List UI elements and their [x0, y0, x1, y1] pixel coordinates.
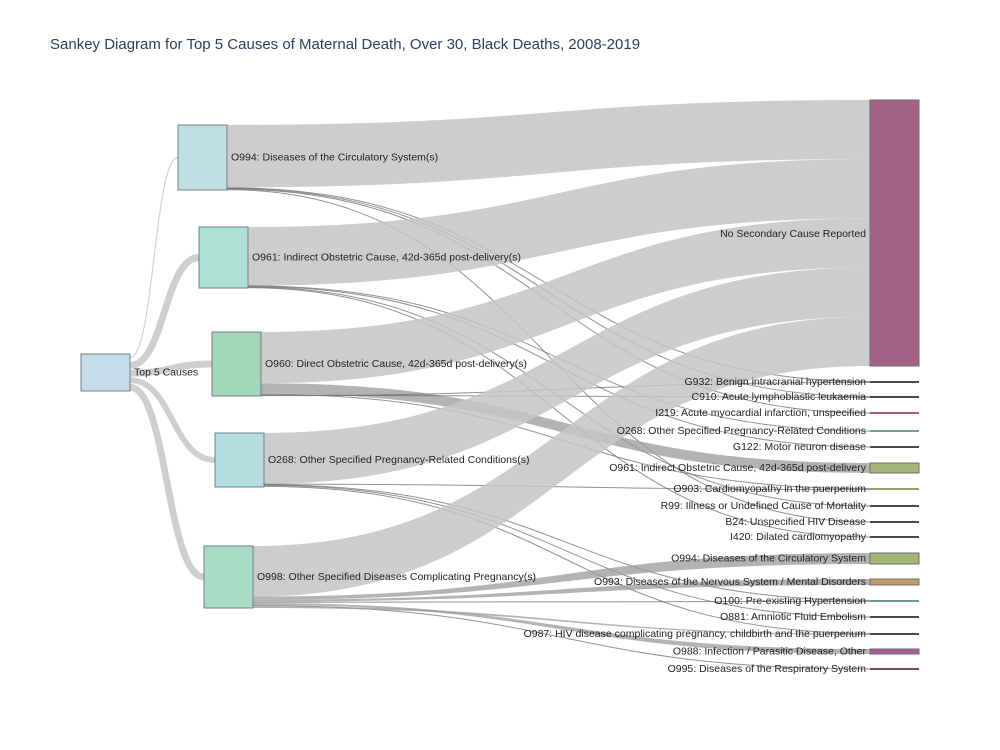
node-secondary-label-o881: O881: Amniotic Fluid Embolism — [720, 611, 866, 623]
node-secondary-o100 — [870, 600, 919, 602]
node-primary-o960 — [211, 331, 262, 397]
node-secondary-label-o961s: O961: Indirect Obstetric Cause, 42d-365d… — [609, 462, 867, 474]
node-primary-label-o998: O998: Other Specified Diseases Complicat… — [257, 571, 536, 583]
node-secondary-o994s — [869, 552, 920, 565]
node-source-label: Top 5 Causes — [134, 366, 198, 378]
node-primary-label-o961: O961: Indirect Obstetric Cause, 42d-365d… — [252, 251, 521, 263]
link-o961-i420 — [247, 287, 871, 538]
node-secondary-g932 — [870, 381, 919, 383]
link-o998-o994s — [253, 553, 870, 600]
link-o268-o987 — [263, 485, 871, 634]
node-secondary-o268s — [870, 430, 919, 432]
link-o960-o961s — [261, 383, 870, 473]
node-primary-o994 — [177, 124, 228, 191]
link-source-o961 — [129, 254, 200, 369]
link-source-o960 — [129, 360, 213, 377]
link-source-o268 — [129, 377, 216, 463]
node-secondary-label-o988: O988: Infection / Parasitic Disease, Oth… — [673, 645, 867, 657]
node-secondary-label-o995: O995: Diseases of the Respiratory System — [668, 663, 867, 675]
node-primary-o998 — [203, 545, 254, 609]
node-secondary-o988 — [869, 648, 920, 655]
node-secondary-label-b24: B24: Unspecified HIV Disease — [725, 516, 866, 528]
node-secondary-o903 — [870, 488, 919, 490]
node-secondary-o961s — [869, 462, 920, 474]
node-secondary-label-i420: I420: Dilated cardiomyopathy — [730, 531, 867, 543]
node-secondary-c910 — [870, 396, 919, 398]
node-secondary-i219 — [870, 412, 919, 414]
node-secondary-g122 — [870, 446, 919, 448]
link-o960-none — [261, 218, 870, 384]
node-secondary-i420 — [870, 536, 919, 538]
sankey-nodes — [80, 99, 920, 670]
link-o998-o993s — [253, 579, 870, 602]
node-secondary-label-none: No Secondary Cause Reported — [720, 228, 866, 240]
node-secondary-o993s — [869, 578, 920, 586]
link-o994-none — [227, 100, 870, 188]
sankey-labels: Top 5 Causes O994: Diseases of the Circul… — [134, 151, 867, 675]
link-o998-none — [253, 316, 870, 597]
link-o994-b24 — [226, 189, 871, 523]
node-secondary-label-o100: O100: Pre-existing Hypertension — [714, 595, 866, 607]
node-secondary-none — [869, 99, 920, 367]
node-secondary-label-r99: R99: Illness or Undefined Cause of Morta… — [661, 500, 867, 512]
node-source — [80, 353, 131, 392]
node-secondary-b24 — [870, 521, 919, 523]
node-secondary-label-o993s: O993: Diseases of the Nervous System / M… — [594, 576, 866, 588]
sankey-links — [129, 100, 871, 670]
link-o998-o100 — [252, 600, 871, 603]
node-primary-label-o268: O268: Other Specified Pregnancy-Related … — [268, 454, 529, 466]
link-o268-o100 — [263, 484, 871, 601]
link-o961-none — [248, 159, 870, 286]
link-o268-none — [264, 267, 870, 484]
node-secondary-o881 — [870, 616, 919, 618]
diagram-title: Sankey Diagram for Top 5 Causes of Mater… — [50, 36, 641, 53]
link-source-o994 — [129, 156, 179, 359]
node-secondary-label-o268s: O268: Other Specified Pregnancy-Related … — [617, 425, 866, 437]
node-secondary-label-o994s: O994: Diseases of the Circulatory System — [671, 552, 866, 564]
link-o998-o988 — [253, 602, 870, 654]
node-primary-o961 — [198, 226, 249, 289]
link-o268-o881 — [263, 484, 871, 618]
node-secondary-label-c910: C910: Acute lymphoblastic leukaemia — [691, 391, 866, 403]
node-secondary-label-o903: O903: Cardiomyopathy in the puerperium — [673, 483, 866, 495]
node-primary-o268 — [214, 432, 265, 488]
link-o998-o987 — [253, 606, 870, 635]
node-secondary-r99 — [870, 505, 919, 507]
node-secondary-label-g122: G122: Motor neuron disease — [733, 441, 866, 453]
node-secondary-label-o987: O987: HIV disease complicating pregnancy… — [524, 628, 867, 640]
node-secondary-o987 — [870, 633, 919, 635]
node-secondary-label-g932: G932: Benign intracranial hypertension — [684, 376, 866, 388]
link-o268-o903 — [263, 483, 871, 491]
node-primary-label-o960: O960: Direct Obstetric Cause, 42d-365d p… — [265, 358, 527, 370]
link-source-o998 — [129, 383, 205, 581]
node-primary-label-o994: O994: Diseases of the Circulatory System… — [231, 151, 438, 163]
node-secondary-label-i219: I219: Acute myocardial infarction, unspe… — [655, 407, 866, 419]
node-secondary-o995 — [870, 668, 919, 670]
